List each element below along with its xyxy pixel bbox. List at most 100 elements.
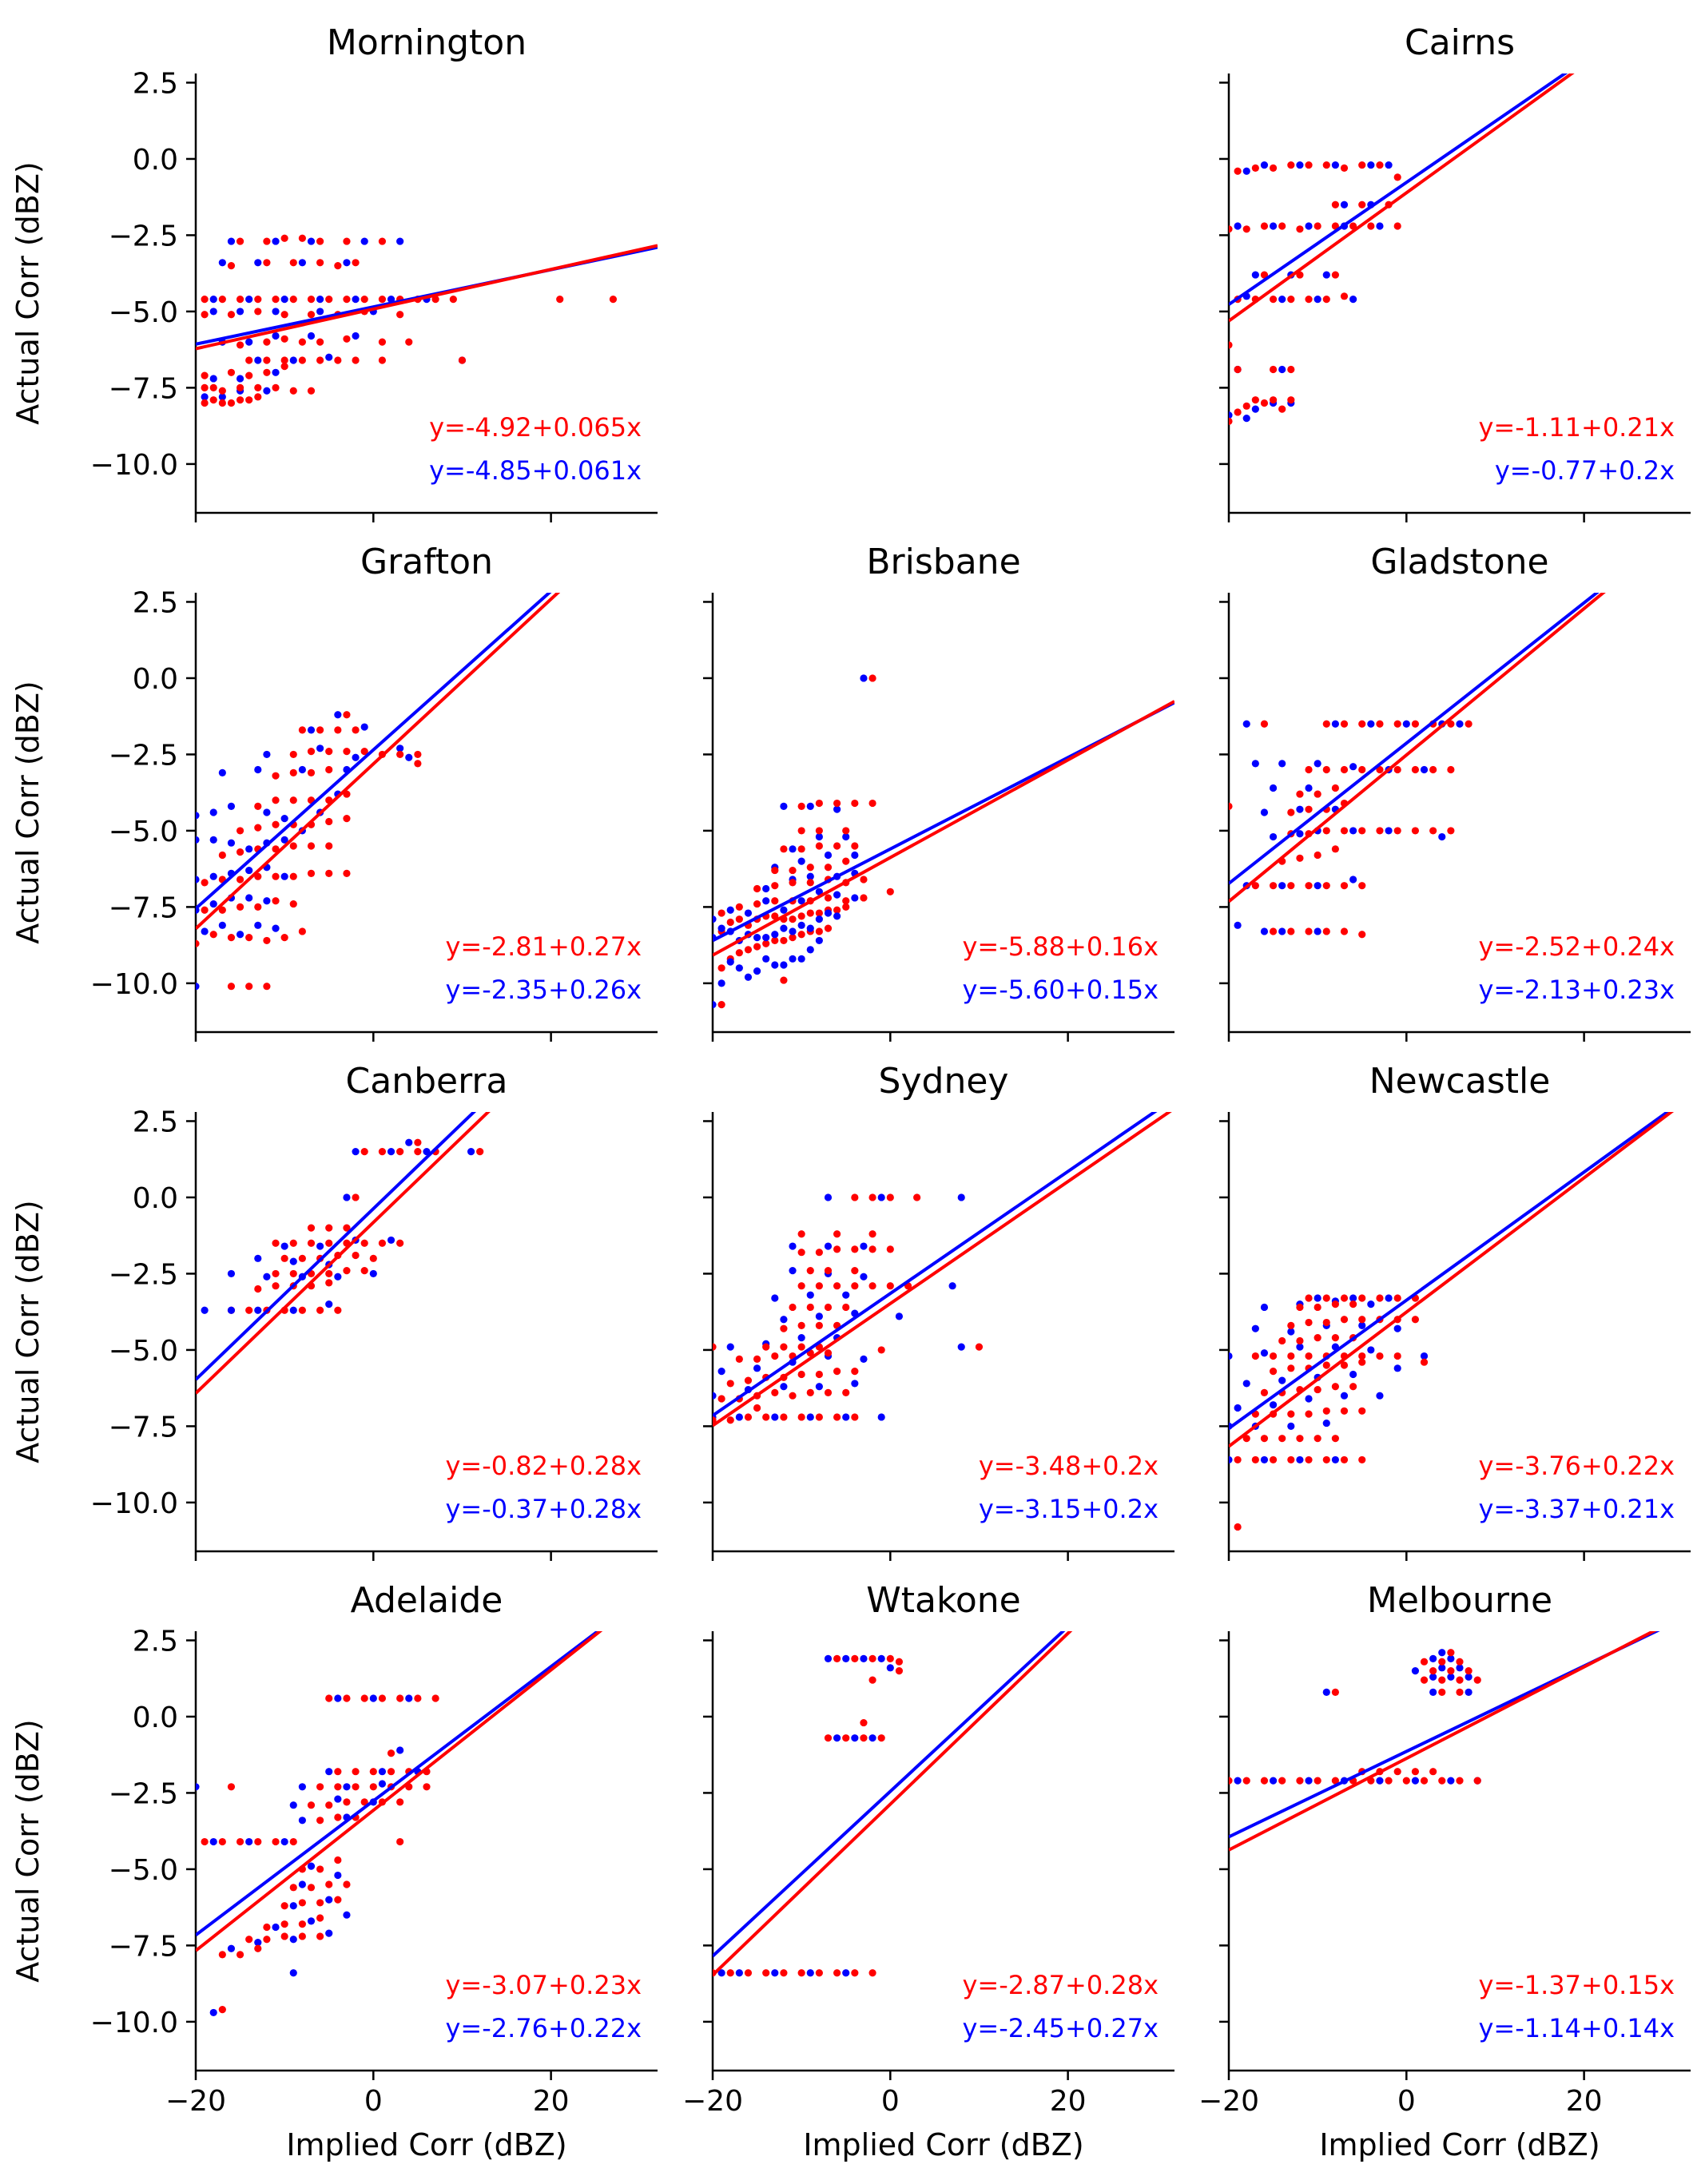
data-point bbox=[975, 1343, 984, 1351]
data-point bbox=[325, 1694, 333, 1702]
data-point bbox=[1411, 720, 1420, 728]
data-point bbox=[1314, 1435, 1321, 1443]
data-point bbox=[815, 1312, 823, 1320]
data-point bbox=[1314, 927, 1321, 935]
data-point bbox=[1429, 1667, 1437, 1675]
data-point bbox=[860, 876, 868, 884]
data-point bbox=[307, 1862, 316, 1870]
fit-lines-group bbox=[713, 1631, 1073, 1976]
data-point bbox=[369, 1694, 377, 1702]
data-point bbox=[762, 955, 770, 963]
data-point bbox=[352, 296, 360, 304]
data-point bbox=[396, 1798, 404, 1806]
data-point bbox=[280, 815, 288, 823]
data-point bbox=[325, 1801, 333, 1809]
data-point bbox=[458, 356, 467, 364]
fit-equation: y=-3.37+0.21x bbox=[1478, 1494, 1675, 1524]
panel-title: Brisbane bbox=[866, 542, 1020, 582]
data-point bbox=[396, 237, 404, 245]
data-point bbox=[1429, 765, 1437, 774]
fit-lines-group bbox=[1229, 73, 1575, 323]
data-point bbox=[1278, 296, 1286, 304]
data-point bbox=[1322, 1688, 1330, 1696]
data-point bbox=[316, 1899, 324, 1907]
data-point bbox=[771, 912, 779, 920]
data-point bbox=[860, 674, 868, 682]
data-point bbox=[1269, 1455, 1278, 1464]
data-point bbox=[325, 1224, 333, 1232]
data-point bbox=[1322, 927, 1330, 935]
fit-equation: y=-0.37+0.28x bbox=[445, 1494, 642, 1524]
data-point bbox=[236, 876, 244, 884]
data-point bbox=[325, 1279, 333, 1287]
data-point bbox=[1456, 1777, 1464, 1785]
data-point bbox=[1260, 808, 1269, 816]
data-point bbox=[1420, 1658, 1429, 1666]
data-point bbox=[762, 1413, 770, 1421]
data-point bbox=[842, 827, 850, 835]
data-point bbox=[227, 311, 236, 319]
data-point bbox=[1420, 765, 1429, 774]
data-point bbox=[780, 1413, 788, 1421]
data-point bbox=[1376, 827, 1384, 835]
data-point bbox=[1393, 720, 1401, 728]
data-point bbox=[325, 1896, 333, 1904]
data-point bbox=[263, 1273, 271, 1281]
data-point bbox=[1447, 1673, 1455, 1681]
data-point bbox=[797, 955, 805, 963]
x-axis-label: Implied Corr (dBZ) bbox=[803, 2127, 1083, 2162]
data-point bbox=[263, 259, 271, 267]
data-point bbox=[1349, 296, 1357, 304]
data-point bbox=[1260, 720, 1269, 728]
data-point bbox=[860, 1654, 868, 1662]
data-point bbox=[396, 1746, 404, 1754]
data-point bbox=[842, 1388, 850, 1396]
data-point bbox=[815, 1413, 823, 1421]
data-point bbox=[298, 338, 306, 346]
data-point bbox=[1314, 882, 1321, 890]
fit-line bbox=[196, 1112, 491, 1395]
data-point bbox=[360, 748, 368, 756]
data-point bbox=[218, 393, 226, 401]
data-point bbox=[272, 1837, 280, 1846]
data-point bbox=[1260, 161, 1269, 169]
data-point bbox=[851, 894, 859, 902]
fit-equation: y=-0.77+0.2x bbox=[1495, 455, 1675, 486]
data-point bbox=[334, 1783, 342, 1791]
data-point bbox=[1456, 1658, 1464, 1666]
data-point bbox=[1269, 882, 1278, 890]
data-point bbox=[797, 921, 805, 929]
data-point bbox=[298, 234, 306, 242]
data-point bbox=[307, 237, 316, 245]
data-point bbox=[289, 259, 297, 267]
panel-title: Newcastle bbox=[1369, 1061, 1551, 1102]
data-point bbox=[1296, 161, 1304, 169]
data-point bbox=[1349, 1383, 1357, 1391]
data-point bbox=[771, 936, 779, 945]
fit-line bbox=[1229, 1112, 1671, 1430]
data-point bbox=[860, 1734, 868, 1742]
data-point bbox=[789, 845, 797, 853]
data-point bbox=[851, 1380, 859, 1388]
data-point bbox=[272, 796, 280, 804]
data-point bbox=[236, 396, 244, 404]
data-point bbox=[860, 894, 868, 902]
data-point bbox=[289, 1969, 297, 1977]
y-tick-label: 0.0 bbox=[133, 663, 178, 696]
y-tick-label: −2.5 bbox=[109, 220, 178, 252]
data-point bbox=[236, 296, 244, 304]
data-point bbox=[236, 237, 244, 245]
data-point bbox=[744, 973, 753, 981]
data-point bbox=[1385, 161, 1393, 169]
data-point bbox=[1411, 1777, 1420, 1785]
data-point bbox=[298, 1817, 306, 1825]
data-point bbox=[201, 371, 209, 379]
data-point bbox=[316, 296, 324, 304]
data-point bbox=[842, 1303, 850, 1312]
data-point bbox=[833, 912, 841, 920]
data-point bbox=[1358, 1294, 1366, 1302]
y-axis-label: Actual Corr (dBZ) bbox=[10, 681, 46, 943]
data-point bbox=[1322, 1407, 1330, 1415]
data-point bbox=[209, 808, 217, 816]
data-point bbox=[1229, 802, 1233, 810]
